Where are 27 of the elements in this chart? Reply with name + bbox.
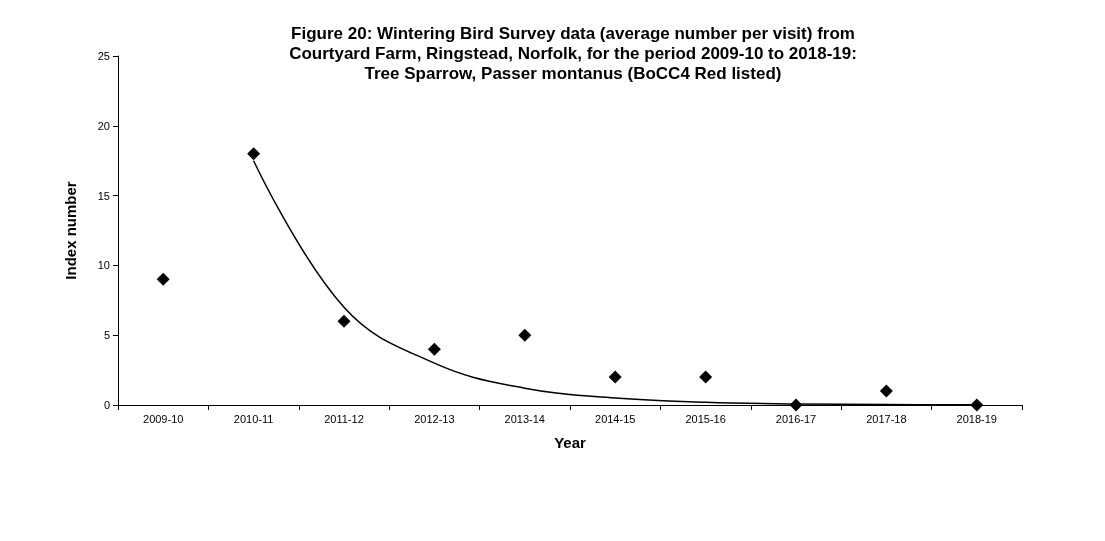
y-axis-title: Index number [62, 181, 79, 280]
x-tick-label: 2013-14 [504, 412, 545, 425]
point [879, 384, 893, 398]
y-tick-label: 15 [97, 189, 110, 202]
point [699, 370, 713, 384]
point [427, 342, 441, 356]
x-tick-label: 2010-11 [233, 412, 274, 425]
x-tick-label: 2017-18 [866, 412, 907, 425]
x-tick-label: 2011-12 [324, 412, 364, 425]
y-tick-label: 20 [97, 119, 110, 132]
point [608, 370, 622, 384]
point [337, 314, 351, 328]
x-tick-label: 2016-17 [775, 412, 817, 425]
x-tick-label: 2012-13 [414, 412, 455, 425]
chart-title: Figure 20: Wintering Bird Survey data (average number per visit) from Courtyard Farm, Ringstead, Norfolk, for the period 2009-10 to 2018-19: Tree Sparrow, Passer montanus (BoCC4 Red listed) [289, 23, 857, 83]
x-tick-label: 2018-19 [956, 412, 997, 425]
y-tick-label: 10 [97, 259, 110, 272]
point [518, 328, 532, 342]
y-tick-label: 5 [103, 329, 110, 342]
x-tick-label: 2009-10 [143, 412, 184, 425]
x-axis-title: Year [554, 434, 587, 451]
x-tick-label: 2014-15 [595, 412, 636, 425]
x-tick-label: 2015-16 [685, 412, 726, 425]
y-tick-label: 25 [97, 50, 110, 62]
y-tick-label: 0 [103, 399, 110, 411]
point [156, 272, 170, 286]
point [247, 147, 261, 161]
